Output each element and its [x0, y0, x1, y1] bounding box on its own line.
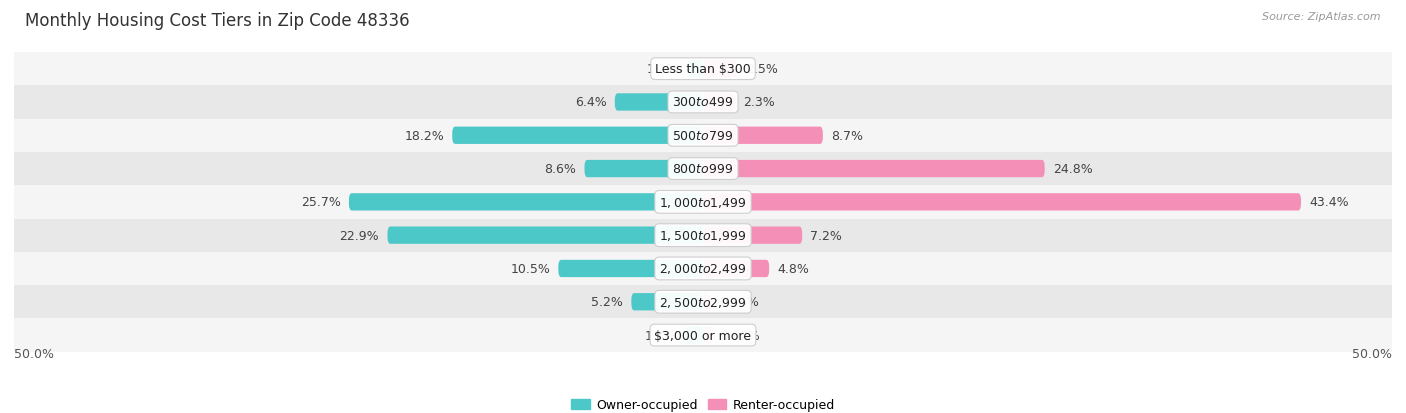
FancyBboxPatch shape [703, 127, 823, 145]
Legend: Owner-occupied, Renter-occupied: Owner-occupied, Renter-occupied [567, 393, 839, 413]
Text: 18.2%: 18.2% [404, 129, 444, 142]
Bar [14, 86, 1392, 119]
Bar [14, 252, 1392, 285]
FancyBboxPatch shape [631, 293, 703, 311]
FancyBboxPatch shape [558, 260, 703, 278]
FancyBboxPatch shape [686, 61, 703, 78]
Text: $800 to $999: $800 to $999 [672, 163, 734, 176]
Text: 0.62%: 0.62% [720, 329, 759, 342]
Text: $500 to $799: $500 to $799 [672, 129, 734, 142]
FancyBboxPatch shape [703, 161, 1045, 178]
Text: 7.2%: 7.2% [810, 229, 842, 242]
Text: $2,000 to $2,499: $2,000 to $2,499 [659, 262, 747, 276]
Bar [14, 219, 1392, 252]
FancyBboxPatch shape [585, 161, 703, 178]
Text: $300 to $499: $300 to $499 [672, 96, 734, 109]
FancyBboxPatch shape [703, 227, 803, 244]
Text: 8.6%: 8.6% [544, 163, 576, 176]
Text: 8.7%: 8.7% [831, 129, 863, 142]
FancyBboxPatch shape [349, 194, 703, 211]
Text: 4.8%: 4.8% [778, 262, 810, 275]
FancyBboxPatch shape [703, 194, 1301, 211]
Text: $1,500 to $1,999: $1,500 to $1,999 [659, 229, 747, 242]
Text: 2.3%: 2.3% [742, 96, 775, 109]
Text: $2,500 to $2,999: $2,500 to $2,999 [659, 295, 747, 309]
Bar [14, 152, 1392, 186]
Text: 24.8%: 24.8% [1053, 163, 1092, 176]
Bar [14, 285, 1392, 319]
Text: 50.0%: 50.0% [14, 347, 55, 360]
FancyBboxPatch shape [703, 293, 710, 311]
Bar [14, 186, 1392, 219]
Text: $3,000 or more: $3,000 or more [655, 329, 751, 342]
Bar [14, 319, 1392, 352]
Text: 43.4%: 43.4% [1309, 196, 1348, 209]
Text: 1.2%: 1.2% [647, 63, 678, 76]
FancyBboxPatch shape [388, 227, 703, 244]
FancyBboxPatch shape [685, 327, 703, 344]
FancyBboxPatch shape [453, 127, 703, 145]
Text: Monthly Housing Cost Tiers in Zip Code 48336: Monthly Housing Cost Tiers in Zip Code 4… [25, 12, 411, 30]
Bar [14, 53, 1392, 86]
FancyBboxPatch shape [703, 260, 769, 278]
Text: 22.9%: 22.9% [340, 229, 380, 242]
Text: 2.5%: 2.5% [745, 63, 778, 76]
Text: 10.5%: 10.5% [510, 262, 550, 275]
Text: 5.2%: 5.2% [591, 296, 623, 309]
Bar [14, 119, 1392, 152]
Text: Less than $300: Less than $300 [655, 63, 751, 76]
FancyBboxPatch shape [614, 94, 703, 112]
Text: 25.7%: 25.7% [301, 196, 340, 209]
Text: 6.4%: 6.4% [575, 96, 606, 109]
Text: 1.3%: 1.3% [645, 329, 676, 342]
Text: $1,000 to $1,499: $1,000 to $1,499 [659, 195, 747, 209]
FancyBboxPatch shape [703, 94, 735, 112]
FancyBboxPatch shape [703, 61, 738, 78]
Text: 0.56%: 0.56% [718, 296, 759, 309]
Text: Source: ZipAtlas.com: Source: ZipAtlas.com [1263, 12, 1381, 22]
FancyBboxPatch shape [703, 327, 711, 344]
Text: 50.0%: 50.0% [1351, 347, 1392, 360]
